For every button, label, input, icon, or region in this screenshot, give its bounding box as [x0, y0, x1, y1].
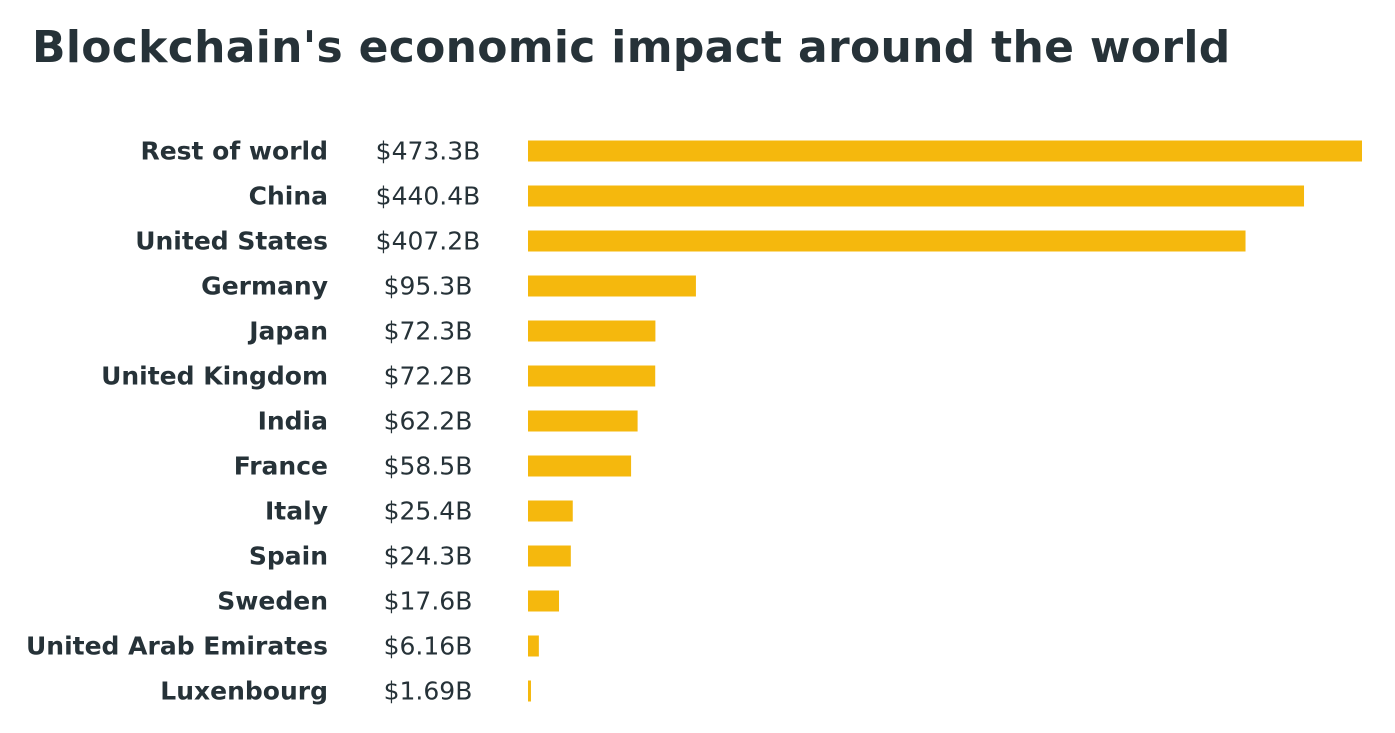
- value-label: $17.6B: [384, 587, 473, 616]
- value-label: $24.3B: [384, 542, 473, 571]
- category-label: United States: [135, 227, 328, 256]
- bar: [528, 500, 573, 522]
- value-label: $72.2B: [384, 362, 473, 391]
- value-label: $6.16B: [384, 632, 473, 661]
- category-label: India: [258, 407, 328, 436]
- bar: [528, 140, 1362, 162]
- value-label: $473.3B: [376, 137, 481, 166]
- bar: [528, 680, 531, 702]
- category-label: United Arab Emirates: [26, 632, 328, 661]
- value-label: $72.3B: [384, 317, 473, 346]
- category-label: Spain: [249, 542, 328, 571]
- category-label: China: [249, 182, 328, 211]
- value-label: $407.2B: [376, 227, 481, 256]
- bar: [528, 365, 656, 387]
- value-label: $440.4B: [376, 182, 481, 211]
- bar: [528, 185, 1305, 207]
- value-label: $25.4B: [384, 497, 473, 526]
- category-label: United Kingdom: [101, 362, 328, 391]
- category-label: Italy: [265, 497, 328, 526]
- bar: [528, 635, 539, 657]
- bar: [528, 320, 656, 342]
- category-label: Germany: [201, 272, 328, 301]
- category-label: France: [234, 452, 328, 481]
- bar: [528, 545, 571, 567]
- category-label: Luxenbourg: [160, 677, 328, 706]
- category-label: Rest of world: [140, 137, 328, 166]
- bar: [528, 590, 560, 612]
- value-label: $58.5B: [384, 452, 473, 481]
- value-label: $1.69B: [384, 677, 473, 706]
- bar: [528, 455, 632, 477]
- bar: [528, 230, 1246, 252]
- chart-title: Blockchain's economic impact around the …: [32, 22, 1231, 73]
- category-label: Sweden: [217, 587, 328, 616]
- bar: [528, 275, 696, 297]
- value-label: $62.2B: [384, 407, 473, 436]
- value-label: $95.3B: [384, 272, 473, 301]
- category-label: Japan: [247, 317, 328, 346]
- bar: [528, 410, 638, 432]
